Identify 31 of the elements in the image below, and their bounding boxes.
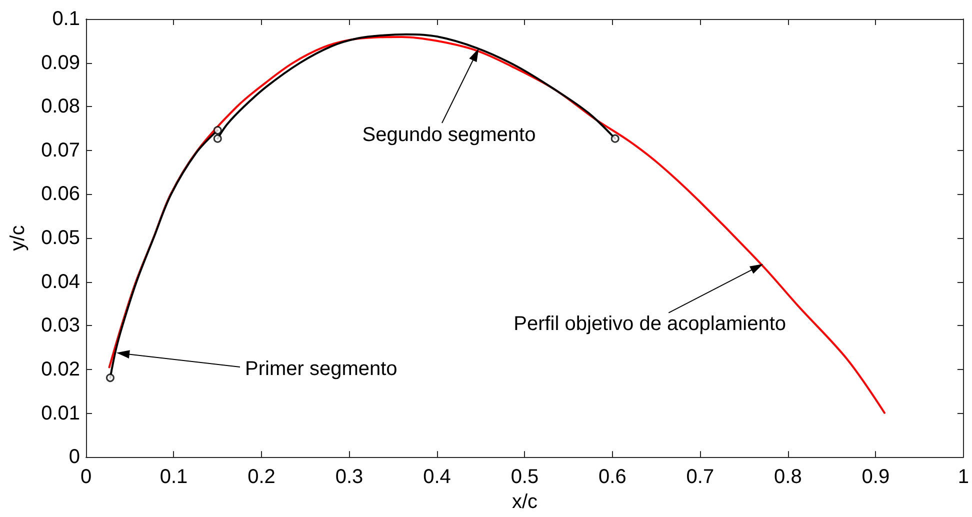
y-tick-label: 0.04	[41, 270, 80, 293]
line-series	[108, 36, 886, 414]
x-tick-label: 0.1	[160, 466, 188, 488]
annotation: Perfil objetivo de acoplamiento	[514, 312, 786, 335]
y-tick-label: 0.09	[41, 52, 80, 74]
x-tick-label: 0.8	[774, 466, 802, 488]
y-tick-label: 0.02	[41, 358, 80, 380]
x-tick-label: 0.9	[862, 466, 890, 488]
x-tick-label: 0.7	[686, 466, 714, 488]
y-tick-label: 0	[68, 446, 80, 468]
y-tick-label: 0.05	[41, 227, 80, 250]
y-tick-label: 0.07	[41, 139, 80, 162]
x-tick-label: 0.3	[335, 466, 364, 488]
x-tick-label: 0.4	[423, 466, 451, 488]
y-axis-title: y/c	[7, 225, 29, 251]
point	[213, 134, 222, 143]
point	[106, 374, 114, 382]
point	[213, 126, 222, 135]
x-tick-label: 0.6	[598, 466, 626, 488]
y-tick-label: 0.08	[41, 96, 80, 118]
x-axis-title: x/c	[512, 491, 538, 513]
y-tick-label: 0.06	[41, 183, 80, 206]
x-tick-label: 0.5	[510, 466, 539, 488]
y-tick-label: 0.01	[41, 402, 80, 424]
y-tick-label: 0.03	[41, 314, 80, 337]
y-tick-label: 0.1	[52, 8, 80, 30]
x-tick-label: 1	[958, 466, 969, 488]
point	[610, 134, 620, 143]
annotation: Segundo segmento	[362, 124, 536, 146]
x-tick-label: 0.2	[248, 466, 276, 488]
annotation: Primer segmento	[245, 358, 398, 380]
